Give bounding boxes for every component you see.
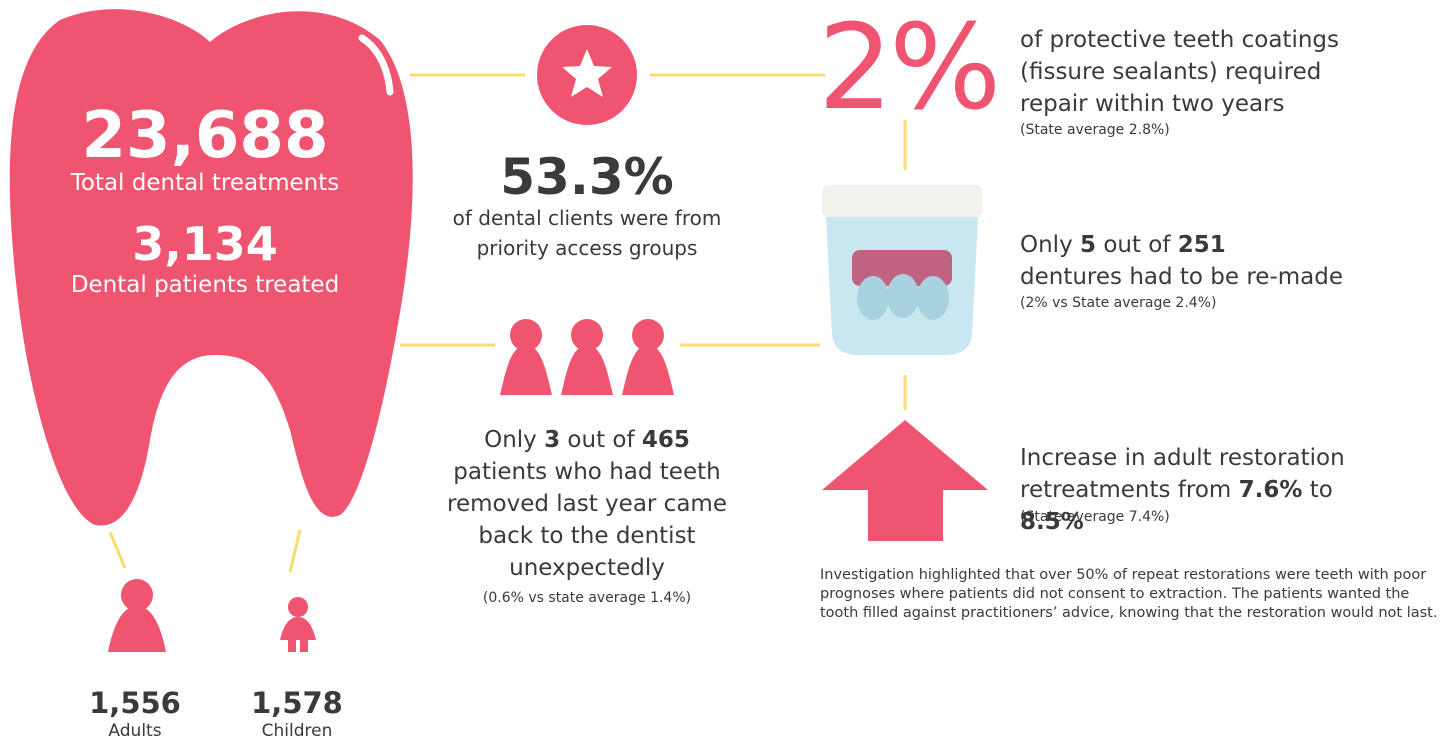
extractions-mid: out of (567, 427, 634, 453)
infographic: 23,688 Total dental treatments 3,134 Den… (0, 0, 1456, 742)
children-value: 1,578 (237, 686, 357, 720)
extractions-text-block: Only 3 out of 465 patients who had teeth… (427, 424, 747, 584)
treatments-label: Total dental treatments (20, 170, 390, 196)
denture-jar-icon (822, 185, 982, 355)
dentures-mid: out of (1103, 232, 1170, 258)
extractions-total: 465 (642, 427, 690, 453)
dentures-lead: Only (1020, 232, 1073, 258)
adults-label: Adults (75, 721, 195, 741)
children-label: Children (237, 721, 357, 741)
dentures-total: 251 (1178, 232, 1226, 258)
extractions-count: 3 (544, 427, 560, 453)
treatments-value: 23,688 (40, 100, 370, 172)
adult-icon (108, 579, 166, 652)
dentures-text-block: Only 5 out of 251 dentures had to be re-… (1020, 229, 1440, 293)
dentures-note: (2% vs State average 2.4%) (1020, 295, 1216, 311)
extractions-note: (0.6% vs state average 1.4%) (427, 590, 747, 606)
extractions-lead: Only (484, 427, 537, 453)
restorations-note: (State average 7.4%) (1020, 509, 1170, 525)
up-arrow-icon (822, 420, 988, 541)
priority-text: of dental clients were from priority acc… (427, 203, 747, 263)
people-icon (500, 319, 674, 395)
patients-label: Dental patients treated (20, 272, 390, 298)
priority-value: 53.3% (437, 148, 737, 206)
star-icon (537, 25, 637, 125)
patients-value: 3,134 (40, 217, 370, 271)
restorations-paragraph: Investigation highlighted that over 50% … (820, 566, 1445, 623)
dentures-count: 5 (1080, 232, 1096, 258)
child-icon (280, 597, 316, 652)
sealants-text: of protective teeth coatings (fissure se… (1020, 24, 1380, 120)
restorations-mid: to (1310, 477, 1333, 503)
restorations-from: 7.6% (1239, 477, 1303, 503)
extractions-text: patients who had teeth removed last year… (442, 456, 732, 584)
sealants-note: (State average 2.8%) (1020, 122, 1170, 138)
sealants-value: 2% (818, 2, 997, 132)
dentures-text: dentures had to be re-made (1020, 264, 1343, 290)
adults-value: 1,556 (75, 686, 195, 720)
